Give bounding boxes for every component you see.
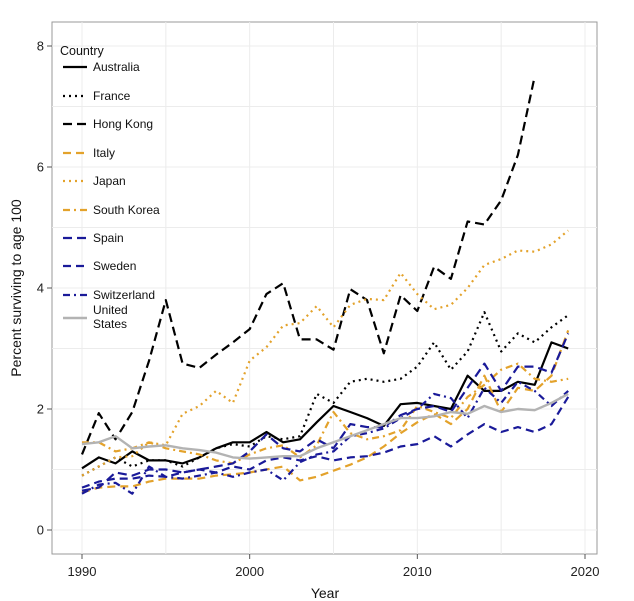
series-line-switzerland: [81, 380, 569, 495]
legend-label-italy: Italy: [93, 146, 115, 160]
legend-label-france: France: [93, 89, 131, 103]
x-tick-label: 2000: [235, 564, 264, 579]
series-line-south-korea: [82, 362, 569, 465]
y-tick-label: 8: [37, 39, 44, 54]
axes: 1990 2000 2010 2020 0 2 4 6 8: [37, 39, 600, 580]
series-line-france: [81, 311, 569, 477]
x-tick-label: 1990: [68, 564, 97, 579]
legend: Country Australia France Hong Kong Italy Jap…: [60, 44, 160, 331]
y-tick-label: 2: [37, 402, 44, 417]
legend-label-south-korea: South Korea: [93, 203, 160, 217]
x-axis-title: Year: [311, 585, 340, 601]
legend-label-sweden: Sweden: [93, 259, 136, 273]
gridlines: [52, 22, 597, 554]
legend-label-spain: Spain: [93, 231, 124, 245]
series-line-australia: [81, 341, 569, 470]
legend-label-united-states: United States: [93, 303, 128, 331]
y-tick-label: 0: [37, 523, 44, 538]
legend-title: Country: [60, 44, 105, 58]
series-line-sweden: [81, 396, 570, 489]
series-line-united-states: [81, 392, 569, 460]
x-tick-label: 2020: [571, 564, 600, 579]
y-axis-title: Percent surviving to age 100: [8, 199, 24, 377]
legend-label-hong-kong: Hong Kong: [93, 117, 153, 131]
series-lines: [80, 76, 570, 495]
y-tick-label: 6: [37, 160, 44, 175]
series-line-hong-kong: [80, 76, 536, 455]
y-tick-label: 4: [37, 281, 44, 296]
legend-label-australia: Australia: [93, 60, 140, 74]
x-tick-label: 2010: [403, 564, 432, 579]
series-line-spain: [81, 332, 570, 492]
series-line-italy: [81, 330, 570, 494]
legend-label-japan: Japan: [93, 174, 126, 188]
legend-label-switzerland: Switzerland: [93, 288, 155, 302]
